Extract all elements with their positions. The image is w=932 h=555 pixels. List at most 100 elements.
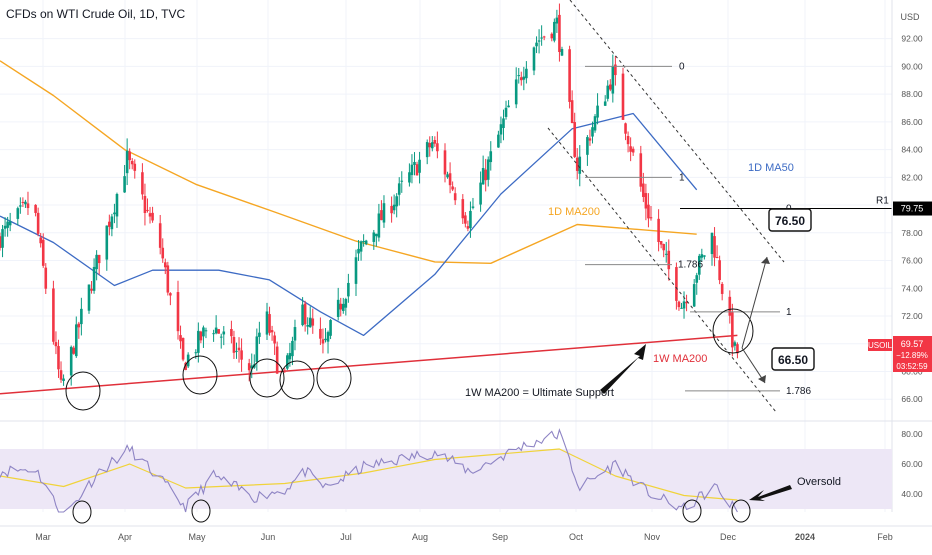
candle-body <box>697 255 701 275</box>
candle-body <box>519 77 523 81</box>
candle-body <box>97 254 101 264</box>
candle-body <box>283 370 287 372</box>
candle-body <box>80 308 83 325</box>
candle-body <box>6 221 9 228</box>
projection-down-line <box>741 347 766 384</box>
candle-body <box>410 164 414 176</box>
candle-body <box>212 333 215 335</box>
candle-body <box>110 216 114 230</box>
weekly-ma200-label: 1W MA200 <box>653 353 707 365</box>
candle-body <box>308 317 312 328</box>
candle-body <box>680 307 683 309</box>
candle-body <box>115 193 119 217</box>
fib-right-1786-label: 1.786 <box>786 386 811 397</box>
candle-body <box>532 47 536 71</box>
candle-body <box>629 146 632 152</box>
candle-body <box>715 257 719 259</box>
candle-body <box>649 217 653 219</box>
candle-body <box>72 347 76 354</box>
support-circle <box>65 371 101 411</box>
candle-body <box>611 65 615 94</box>
candle-body <box>364 240 368 245</box>
candle-body <box>8 221 12 226</box>
candle-body <box>219 336 223 338</box>
chart-title: CFDs on WTI Crude Oil, 1D, TVC <box>6 7 186 21</box>
price-tick-label: 84.00 <box>901 145 923 155</box>
candle-body <box>341 303 345 311</box>
time-tick-label: Apr <box>118 532 132 542</box>
candle-body <box>258 332 261 337</box>
candle-body <box>19 205 22 207</box>
candle-body <box>484 169 487 181</box>
candle-body <box>161 247 165 259</box>
candle-body <box>362 241 365 243</box>
candle-body <box>682 301 686 309</box>
price-tick-label: 76.00 <box>901 256 923 266</box>
currency-label: USD <box>900 12 920 22</box>
candle-body <box>130 160 134 165</box>
candle-body <box>606 85 610 99</box>
target-down-label: 66.50 <box>778 353 808 367</box>
rsi-oversold-circle <box>191 499 211 523</box>
price-tick-label: 72.00 <box>901 311 923 321</box>
ma50-label: 1D MA50 <box>748 162 794 174</box>
candle-body <box>143 195 147 214</box>
candle-body <box>675 267 678 301</box>
candle-body <box>692 284 696 307</box>
candle-body <box>339 303 343 310</box>
candle-body <box>311 318 315 326</box>
candle-body <box>489 151 493 163</box>
price-tick-label: 86.00 <box>901 117 923 127</box>
candle-body <box>270 330 274 333</box>
time-tick-label: May <box>188 532 206 542</box>
candle-body <box>354 257 358 284</box>
candle-body <box>430 142 434 149</box>
candle-body <box>247 363 251 371</box>
time-tick-label: Jun <box>261 532 276 542</box>
candle-body <box>453 193 457 201</box>
last-price-label: 69.57 <box>901 339 924 349</box>
candle-body <box>553 21 556 41</box>
candle-body <box>481 168 485 185</box>
candle-body <box>326 332 330 342</box>
time-tick-label: Aug <box>412 532 428 542</box>
candle-body <box>443 150 447 175</box>
candle-body <box>237 347 241 351</box>
candle-body <box>733 342 737 346</box>
candle-body <box>214 327 218 334</box>
candle-body <box>1 229 4 248</box>
candle-body <box>273 335 276 344</box>
candle-body <box>306 324 309 327</box>
candle-body <box>560 49 564 56</box>
r1-label: R1 <box>876 196 889 207</box>
candle-body <box>657 218 660 242</box>
candle-body <box>631 148 635 153</box>
time-tick-label: 2024 <box>795 532 815 542</box>
candle-body <box>286 355 289 369</box>
candle-body <box>123 176 126 193</box>
candle-body <box>408 172 411 183</box>
target-up-box <box>768 208 812 232</box>
rsi-ma-line <box>0 448 738 501</box>
candle-body <box>525 68 528 79</box>
time-tick-label: Mar <box>35 532 51 542</box>
candle-body <box>659 241 663 245</box>
rsi-tick-label: 60.00 <box>901 459 923 469</box>
candle-body <box>626 136 630 145</box>
candle-body <box>479 182 482 205</box>
projection-up-arrowhead <box>761 257 770 264</box>
fib-left-1786-label: 1.786 <box>678 260 703 271</box>
candle-body <box>395 196 398 207</box>
candle-body <box>293 327 297 341</box>
rsi-oversold-circle <box>72 500 92 524</box>
support-circle <box>712 308 754 354</box>
candle-body <box>275 346 279 374</box>
price-tick-label: 88.00 <box>901 89 923 99</box>
candle-body <box>502 118 505 129</box>
candle-body <box>202 327 205 337</box>
candle-body <box>700 254 704 258</box>
candle-body <box>446 174 449 178</box>
candle-body <box>255 336 259 362</box>
